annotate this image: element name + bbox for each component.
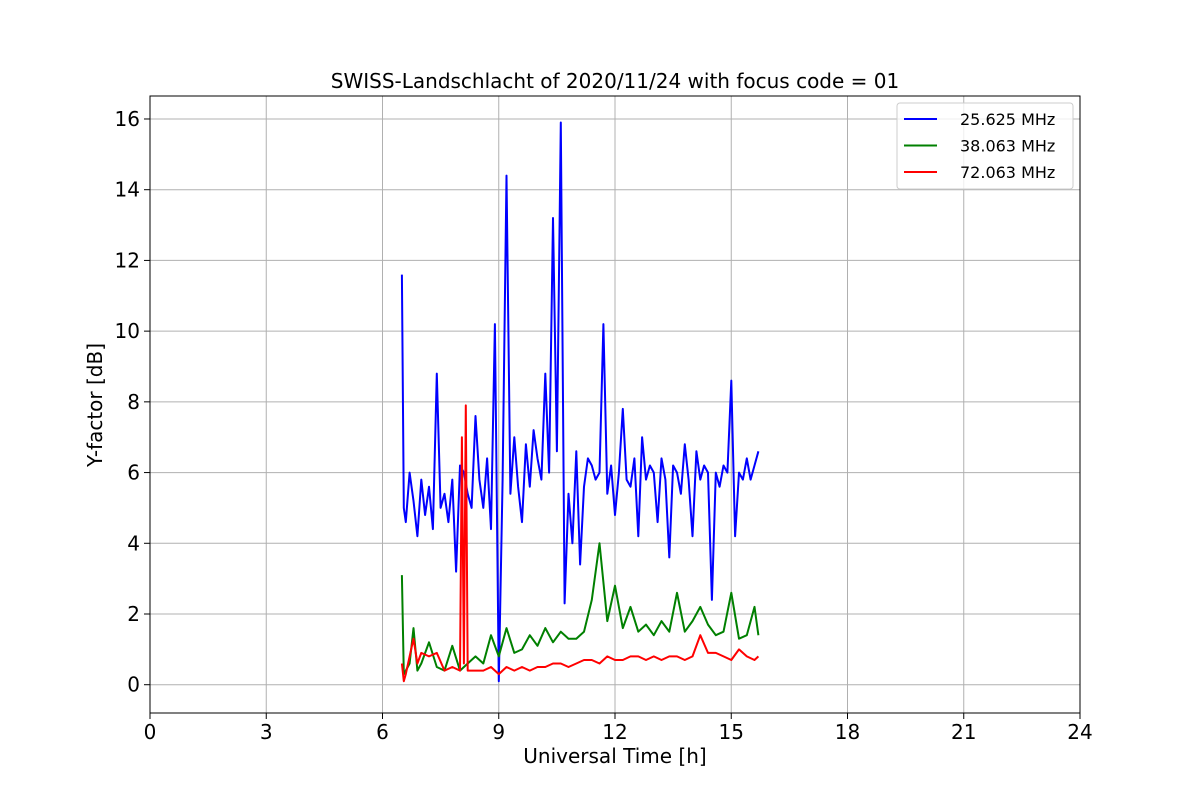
legend-label: 25.625 MHz xyxy=(960,110,1055,129)
x-tick-label: 24 xyxy=(1067,720,1092,744)
legend-label: 38.063 MHz xyxy=(960,137,1055,156)
x-axis-ticks: 0 3 6 9 12 15 18 21 24 xyxy=(144,713,1093,744)
legend-box xyxy=(896,102,1074,190)
x-tick-label: 6 xyxy=(376,720,389,744)
y-tick-label: 12 xyxy=(115,248,140,272)
x-tick-label: 3 xyxy=(260,720,273,744)
series-line-3 xyxy=(400,404,760,683)
x-tick-label: 9 xyxy=(492,720,505,744)
y-tick-label: 2 xyxy=(127,602,140,626)
series-line-1 xyxy=(400,121,760,683)
y-tick-label: 14 xyxy=(115,178,140,202)
x-tick-label: 15 xyxy=(719,720,744,744)
series-line-2 xyxy=(400,542,760,676)
series-lines xyxy=(400,121,760,683)
y-tick-label: 16 xyxy=(115,107,140,131)
y-tick-label: 6 xyxy=(127,461,140,485)
x-axis-label: Universal Time [h] xyxy=(523,744,706,768)
y-axis-ticks: 0 2 4 6 8 10 12 14 16 xyxy=(115,107,150,697)
y-tick-label: 8 xyxy=(127,390,140,414)
y-tick-label: 10 xyxy=(115,319,140,343)
y-tick-label: 4 xyxy=(127,531,140,555)
x-tick-label: 0 xyxy=(144,720,157,744)
y-tick-label: 0 xyxy=(127,673,140,697)
x-tick-label: 12 xyxy=(602,720,627,744)
x-tick-label: 18 xyxy=(835,720,860,744)
x-tick-label: 21 xyxy=(951,720,976,744)
y-axis-label: Y-factor [dB] xyxy=(83,343,107,468)
legend-label: 72.063 MHz xyxy=(960,163,1055,182)
chart-title: SWISS-Landschlacht of 2020/11/24 with fo… xyxy=(331,69,899,93)
legend: 25.625 MHz 38.063 MHz 72.063 MHz xyxy=(896,102,1074,190)
